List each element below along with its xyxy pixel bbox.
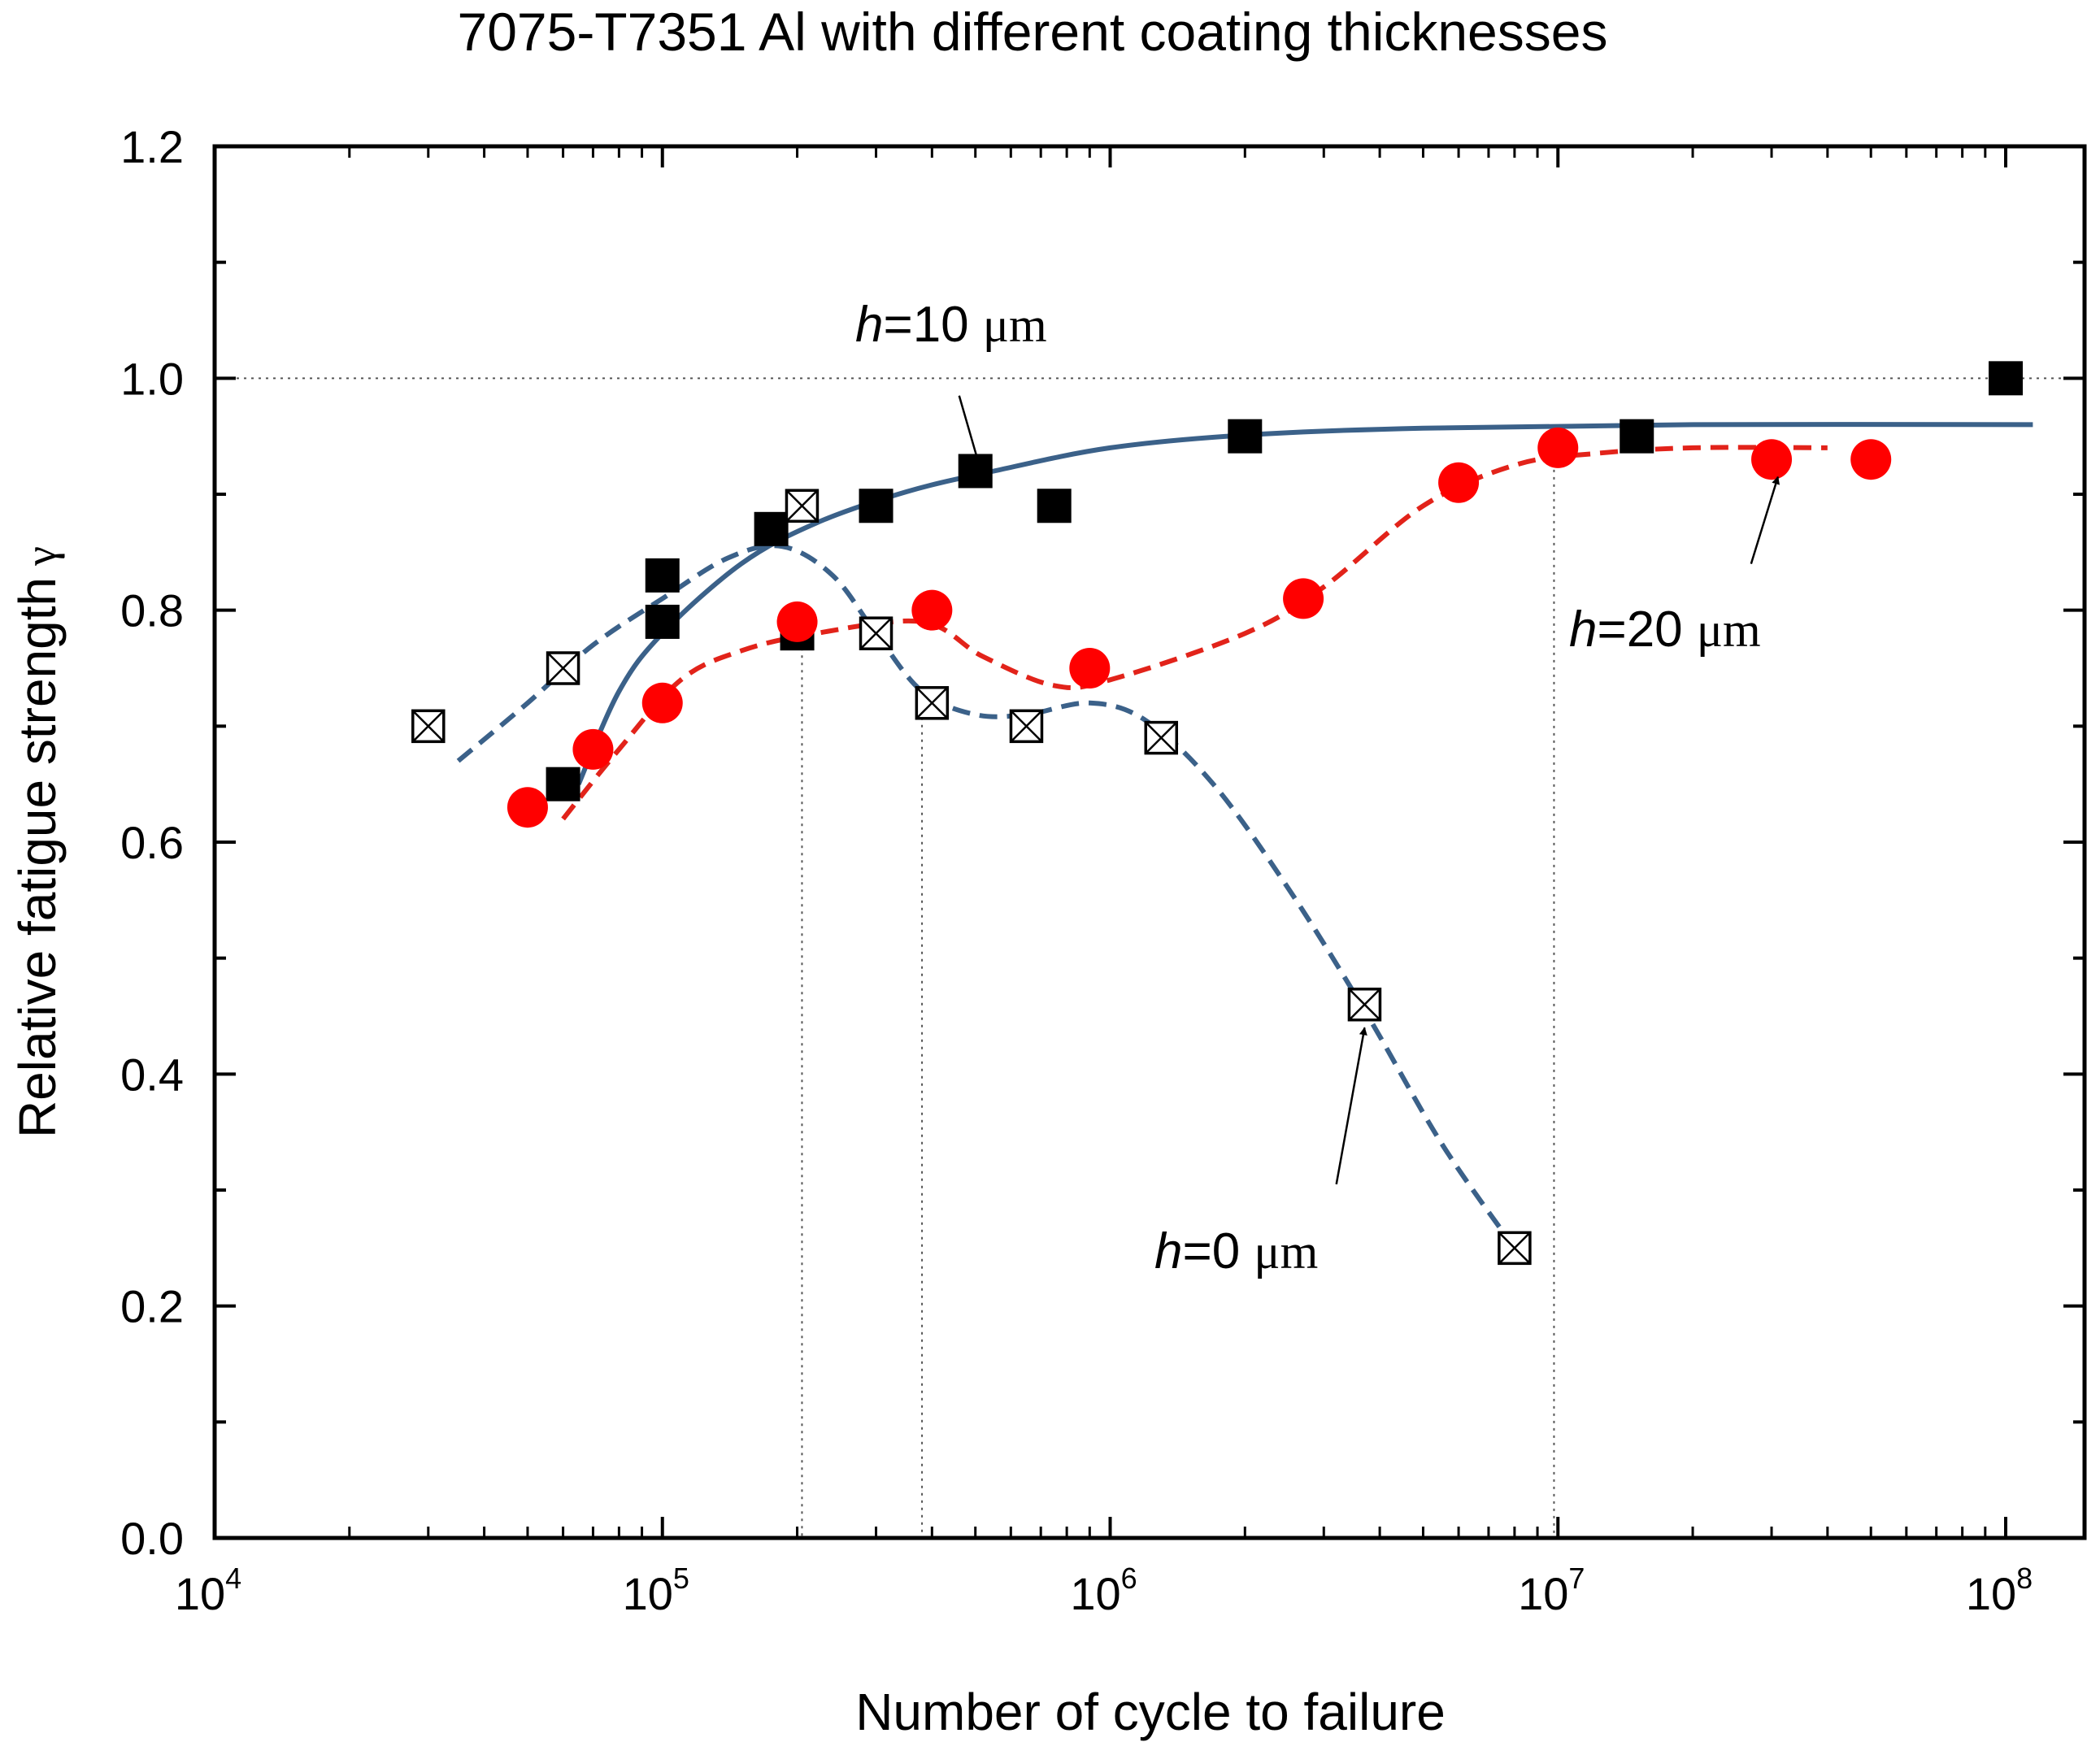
annotation-text: =20 <box>1597 602 1696 658</box>
data-point-h20-circle <box>507 787 548 828</box>
data-point-h0-crossed-square <box>546 651 580 685</box>
y-tick-labels: 0.0 0.2 0.4 0.6 0.8 1.0 1.2 <box>120 121 184 1564</box>
x-tick-base: 10 <box>1518 1568 1568 1619</box>
data-point-h10-square <box>546 767 580 801</box>
x-tick-label: 106 <box>1070 1562 1137 1619</box>
annotations: h=10 μmh=20 μmh=0 μm <box>855 297 1780 1279</box>
annotation-unit: μm <box>1697 603 1761 657</box>
data-point-h20-circle <box>1850 439 1892 480</box>
data-point-h20-circle <box>1438 462 1480 503</box>
data-point-h10-square <box>645 558 680 593</box>
crossed-square-diagonal <box>785 489 819 523</box>
data-point-h10-square <box>645 604 680 639</box>
x-tick-label: 108 <box>1966 1562 2033 1619</box>
x-tick-exponent: 8 <box>2016 1562 2033 1595</box>
data-point-h0-crossed-square <box>785 489 820 523</box>
data-point-h20-circle <box>1069 648 1111 689</box>
data-point-h0-crossed-square <box>411 709 446 744</box>
data-point-h10-square <box>754 511 789 546</box>
data-point-h0-crossed-square <box>1347 987 1382 1022</box>
data-point-h20-circle <box>776 601 818 642</box>
data-point-h0-crossed-square <box>915 686 950 720</box>
annotation-label: h=0 μm <box>1154 1223 1318 1279</box>
fit-curve-h20 <box>561 445 1828 821</box>
plot-frame <box>212 144 2087 1540</box>
crossed-square-diagonal <box>1145 721 1178 754</box>
annotation-unit: μm <box>983 298 1047 352</box>
annotation-italic: h <box>855 297 883 353</box>
fit-curve-h0 <box>456 543 1517 1250</box>
data-point-h20-circle <box>1283 578 1324 619</box>
y-tick-label: 0.6 <box>120 817 184 868</box>
x-tick-exponent: 6 <box>1121 1562 1137 1595</box>
annotation-unit: μm <box>1254 1225 1318 1279</box>
x-tick-exponent: 4 <box>225 1562 241 1595</box>
data-point-h10-square <box>1989 361 2024 396</box>
crossed-square-diagonal <box>1010 710 1043 743</box>
data-point-h20-circle <box>1751 439 1793 480</box>
crossed-square-diagonal <box>1498 1232 1531 1265</box>
data-point-h0-crossed-square <box>1144 720 1179 755</box>
y-tick-label: 0.4 <box>120 1049 184 1100</box>
annotation-arrow <box>1750 476 1780 564</box>
annotation-label: h=20 μm <box>1569 602 1761 658</box>
x-tick-labels: 104 105 106 107 108 <box>175 1562 2033 1619</box>
data-point-h0-crossed-square <box>1498 1231 1532 1266</box>
data-point-h10-square <box>859 489 893 523</box>
crossed-square-diagonal <box>411 710 445 743</box>
annotation-arrow <box>958 395 981 467</box>
annotation-text: =0 <box>1182 1223 1254 1279</box>
x-tick-base: 10 <box>623 1568 673 1619</box>
x-tick-exponent: 7 <box>1568 1562 1585 1595</box>
y-tick-label: 0.2 <box>120 1281 184 1332</box>
data-point-h20-circle <box>572 728 614 770</box>
data-point-h0-crossed-square <box>1009 709 1044 744</box>
data-point-h10-square <box>1228 419 1263 454</box>
annotation-text: =10 <box>883 297 982 353</box>
x-tick-base: 10 <box>1966 1568 2016 1619</box>
crossed-square-diagonal <box>546 652 580 684</box>
y-axis-label-text: Relative fatigue strength <box>8 577 67 1138</box>
annotation-arrow <box>1335 1027 1367 1185</box>
y-tick-label: 1.2 <box>120 121 184 172</box>
y-axis-label-symbol: γ <box>16 546 65 567</box>
data-point-h20-circle <box>641 682 683 723</box>
annotation-italic: h <box>1569 602 1597 658</box>
annotation-italic: h <box>1154 1223 1182 1279</box>
crossed-square-diagonal <box>859 617 893 650</box>
x-tick-exponent: 5 <box>673 1562 689 1595</box>
data-point-h10-square <box>958 454 993 489</box>
x-tick-label: 104 <box>175 1562 241 1619</box>
axis-ticks <box>213 145 2085 1540</box>
data-point-h20-circle <box>1537 427 1579 468</box>
x-tick-base: 10 <box>1070 1568 1120 1619</box>
y-tick-label: 0.0 <box>120 1513 184 1564</box>
data-markers <box>411 361 2024 1266</box>
fit-curves <box>456 422 2033 1250</box>
crossed-square-diagonal <box>915 686 949 719</box>
y-tick-label: 0.8 <box>120 585 184 636</box>
data-point-h20-circle <box>911 589 953 631</box>
data-point-h10-square <box>1037 489 1072 523</box>
y-tick-label: 1.0 <box>120 353 184 404</box>
chart-title: 7075-T7351 Al with different coating thi… <box>458 2 1608 62</box>
x-tick-label: 105 <box>623 1562 689 1619</box>
data-point-h10-square <box>1620 419 1654 454</box>
y-axis-label: Relative fatigue strength γ <box>8 546 67 1138</box>
x-axis-label: Number of cycle to failure <box>855 1683 1446 1741</box>
crossed-square-diagonal <box>1348 988 1381 1021</box>
x-tick-label: 107 <box>1518 1562 1585 1619</box>
x-tick-base: 10 <box>175 1568 225 1619</box>
annotation-label: h=10 μm <box>855 297 1047 353</box>
reference-lines <box>215 377 2085 1538</box>
data-point-h0-crossed-square <box>859 616 893 650</box>
